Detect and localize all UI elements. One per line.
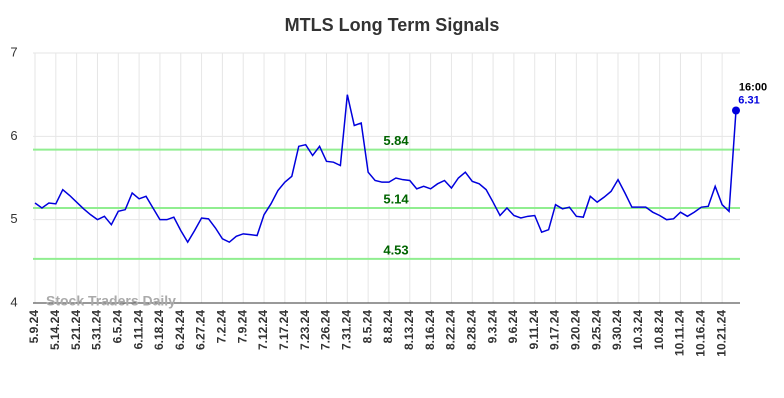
x-tick-label: 8.13.24 bbox=[402, 310, 416, 350]
x-tick-label: 8.8.24 bbox=[381, 310, 395, 344]
watermark: Stock Traders Daily bbox=[46, 293, 176, 309]
x-tick-label: 10.3.24 bbox=[631, 310, 645, 350]
x-tick-label: 5.31.24 bbox=[90, 310, 104, 350]
y-tick-label: 5 bbox=[10, 211, 17, 226]
x-tick-label: 9.30.24 bbox=[610, 310, 624, 350]
last-time-label: 16:00 bbox=[739, 81, 767, 93]
x-tick-label: 9.17.24 bbox=[548, 310, 562, 350]
signal-label: 4.53 bbox=[383, 242, 408, 257]
last-point bbox=[732, 106, 740, 115]
x-tick-label: 9.6.24 bbox=[506, 310, 520, 344]
x-tick-label: 5.14.24 bbox=[48, 310, 62, 350]
x-tick-label: 7.17.24 bbox=[277, 310, 291, 350]
x-tick-label: 10.21.24 bbox=[714, 310, 728, 357]
x-tick-label: 9.25.24 bbox=[589, 310, 603, 350]
x-tick-label: 8.5.24 bbox=[360, 310, 374, 344]
x-tick-label: 5.21.24 bbox=[69, 310, 83, 350]
x-tick-label: 6.18.24 bbox=[152, 310, 166, 350]
last-value-label: 6.31 bbox=[738, 94, 759, 106]
price-line bbox=[34, 94, 737, 244]
x-tick-label: 10.8.24 bbox=[652, 310, 666, 350]
x-tick-label: 6.27.24 bbox=[194, 310, 208, 350]
x-tick-label: 9.11.24 bbox=[527, 310, 541, 350]
x-tick-label: 8.28.24 bbox=[464, 310, 478, 350]
x-tick-label: 6.11.24 bbox=[131, 310, 145, 350]
x-tick-label: 6.24.24 bbox=[173, 310, 187, 350]
x-tick-label: 9.3.24 bbox=[485, 310, 499, 344]
x-tick-label: 7.26.24 bbox=[319, 310, 333, 350]
signal-label: 5.84 bbox=[383, 133, 409, 148]
x-tick-label: 10.11.24 bbox=[673, 310, 687, 356]
signal-label: 5.14 bbox=[383, 191, 409, 206]
x-tick-label: 10.16.24 bbox=[693, 310, 707, 357]
x-tick-label: 8.16.24 bbox=[423, 310, 437, 350]
y-tick-label: 7 bbox=[10, 44, 17, 59]
x-tick-label: 7.9.24 bbox=[235, 310, 249, 344]
x-tick-label: 7.2.24 bbox=[215, 310, 229, 344]
y-tick-label: 6 bbox=[10, 128, 17, 143]
x-tick-label: 8.22.24 bbox=[444, 310, 458, 350]
x-tick-label: 7.23.24 bbox=[298, 310, 312, 350]
chart-title: MTLS Long Term Signals bbox=[285, 15, 500, 35]
x-tick-label: 5.9.24 bbox=[27, 310, 41, 344]
x-tick-label: 7.31.24 bbox=[339, 310, 353, 350]
x-tick-label: 7.12.24 bbox=[256, 310, 270, 350]
x-tick-label: 9.20.24 bbox=[569, 310, 583, 350]
y-tick-label: 4 bbox=[10, 294, 17, 309]
x-tick-label: 6.5.24 bbox=[110, 310, 124, 344]
